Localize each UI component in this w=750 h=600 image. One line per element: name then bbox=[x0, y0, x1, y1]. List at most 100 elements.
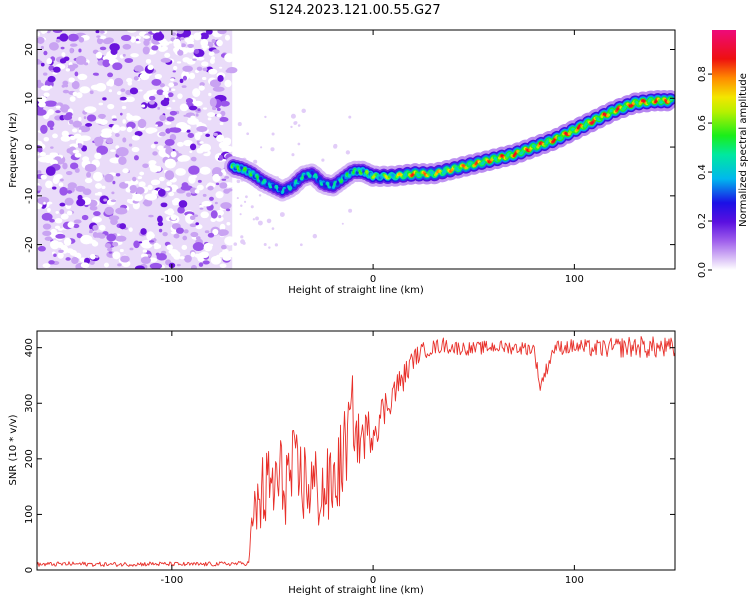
noise-speckle bbox=[137, 118, 147, 129]
noise-speckle bbox=[158, 176, 165, 182]
snr-y-tick-label: 100 bbox=[24, 505, 35, 524]
noise-speckle bbox=[83, 116, 87, 120]
noise-speckle bbox=[218, 215, 222, 219]
noise-speckle bbox=[51, 152, 59, 157]
noise-speckle bbox=[199, 141, 204, 144]
noise-speckle bbox=[38, 95, 47, 103]
noise-speckle bbox=[164, 209, 175, 215]
noise-speckle bbox=[138, 89, 143, 92]
noise-speckle bbox=[240, 204, 243, 207]
noise-speckle bbox=[173, 42, 182, 48]
noise-speckle bbox=[98, 102, 104, 106]
noise-speckle bbox=[108, 251, 113, 254]
noise-speckle bbox=[95, 51, 103, 59]
noise-speckle bbox=[187, 117, 199, 125]
noise-speckle bbox=[223, 172, 227, 176]
noise-speckle bbox=[186, 129, 191, 133]
noise-speckle bbox=[54, 217, 63, 224]
noise-speckle bbox=[112, 251, 121, 260]
noise-speckle bbox=[196, 147, 204, 154]
noise-speckle bbox=[96, 145, 109, 155]
noise-speckle bbox=[301, 108, 306, 114]
snr-y-tick-label: 400 bbox=[24, 338, 35, 357]
noise-speckle bbox=[59, 178, 64, 182]
noise-speckle bbox=[210, 255, 222, 265]
noise-speckle bbox=[97, 191, 103, 196]
noise-speckle bbox=[141, 104, 146, 108]
noise-speckle bbox=[264, 115, 267, 119]
noise-speckle bbox=[179, 103, 189, 112]
snr-frame bbox=[36, 330, 676, 571]
colorbar-label: Normalized spectral amplitude bbox=[738, 73, 749, 227]
spectrogram-y-tick-label: 10 bbox=[24, 92, 35, 105]
noise-speckle bbox=[59, 104, 70, 113]
noise-speckle bbox=[179, 78, 184, 84]
noise-speckle bbox=[202, 193, 207, 197]
noise-speckle bbox=[164, 187, 171, 192]
noise-speckle bbox=[172, 70, 176, 73]
noise-speckle bbox=[197, 108, 201, 112]
noise-speckle bbox=[142, 249, 148, 253]
noise-speckle bbox=[164, 52, 171, 58]
noise-speckle bbox=[185, 98, 194, 104]
noise-speckle bbox=[176, 61, 182, 64]
noise-speckle bbox=[105, 137, 114, 144]
noise-speckle bbox=[224, 236, 236, 246]
noise-speckle bbox=[177, 49, 184, 56]
noise-speckle bbox=[115, 235, 127, 242]
noise-speckle bbox=[250, 205, 254, 209]
noise-speckle bbox=[200, 38, 209, 47]
noise-speckle bbox=[75, 55, 87, 65]
noise-speckle bbox=[94, 152, 102, 160]
noise-speckle bbox=[293, 121, 297, 125]
noise-speckle bbox=[42, 230, 52, 237]
noise-speckle bbox=[164, 94, 169, 99]
noise-speckle bbox=[215, 191, 224, 199]
noise-speckle bbox=[202, 46, 207, 51]
noise-speckle bbox=[162, 91, 169, 96]
noise-speckle bbox=[200, 211, 210, 219]
noise-speckle bbox=[242, 241, 246, 245]
noise-speckle bbox=[63, 237, 72, 246]
noise-speckle bbox=[72, 128, 78, 133]
noise-speckle bbox=[106, 81, 111, 87]
spectrogram-y-tick-label: 0 bbox=[24, 144, 35, 150]
noise-speckle bbox=[270, 147, 275, 152]
noise-speckle bbox=[126, 126, 133, 133]
noise-speckle bbox=[111, 191, 115, 195]
noise-speckle bbox=[312, 233, 318, 239]
noise-speckle bbox=[252, 218, 256, 221]
noise-speckle bbox=[91, 216, 102, 223]
noise-speckle bbox=[45, 166, 56, 176]
noise-speckle bbox=[146, 231, 155, 241]
noise-speckle bbox=[148, 214, 154, 218]
noise-speckle bbox=[89, 90, 94, 95]
noise-speckle bbox=[104, 243, 112, 249]
noise-speckle bbox=[195, 236, 201, 241]
noise-speckle bbox=[59, 33, 69, 42]
colorbar-tick-label: 0.8 bbox=[697, 66, 708, 82]
noise-speckle bbox=[92, 171, 103, 182]
noise-speckle bbox=[73, 223, 80, 229]
noise-speckle bbox=[74, 152, 82, 158]
noise-speckle bbox=[182, 75, 188, 81]
spectrogram-y-ticks: -20 -10 0 10 20 bbox=[24, 43, 675, 253]
spectrogram-y-tick-label: 20 bbox=[24, 43, 35, 56]
noise-speckle bbox=[52, 66, 61, 73]
noise-speckle bbox=[240, 235, 244, 239]
noise-speckle bbox=[129, 87, 139, 95]
noise-speckle bbox=[46, 207, 51, 213]
noise-speckle bbox=[157, 221, 164, 227]
noise-speckle bbox=[37, 109, 47, 116]
noise-speckle bbox=[189, 150, 193, 153]
noise-speckle bbox=[224, 79, 232, 88]
noise-speckle bbox=[263, 243, 267, 246]
noise-speckle bbox=[209, 97, 217, 107]
noise-speckle bbox=[102, 59, 111, 68]
noise-speckle bbox=[149, 262, 163, 269]
noise-speckle bbox=[204, 230, 210, 234]
noise-speckle bbox=[160, 58, 171, 63]
noise-speckle bbox=[43, 50, 48, 56]
noise-speckle bbox=[133, 155, 139, 161]
noise-speckle bbox=[168, 191, 175, 197]
